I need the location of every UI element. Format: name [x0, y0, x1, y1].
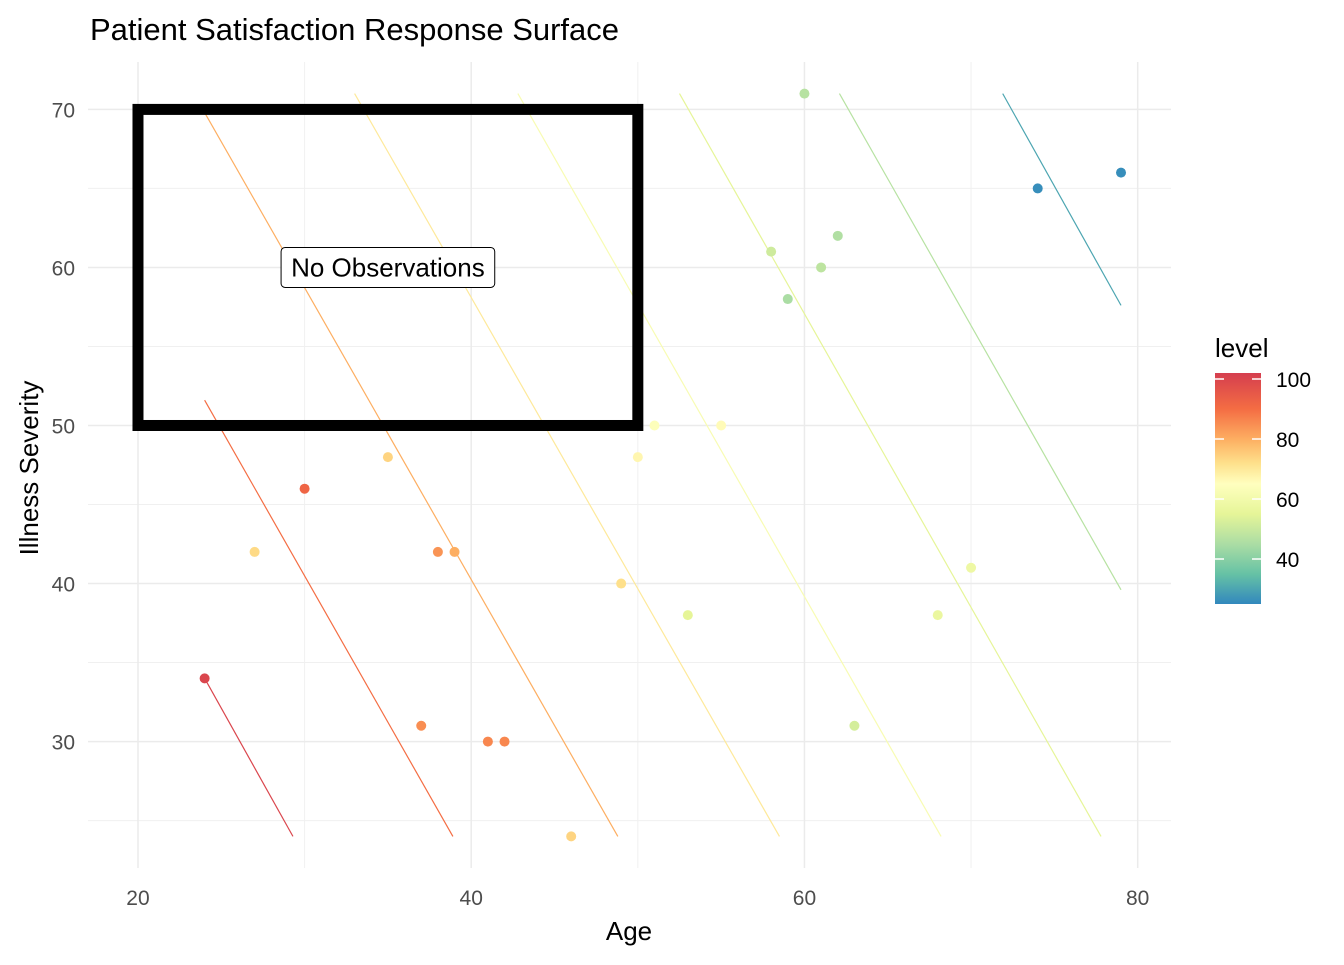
y-tick-label: 60: [52, 257, 75, 280]
data-point: [832, 230, 843, 241]
contour-line: [838, 93, 1122, 591]
data-point: [299, 483, 310, 494]
no-observations-label-box: [280, 246, 496, 288]
contour-line: [517, 93, 942, 837]
x-tick-label: 20: [126, 887, 149, 910]
chart-title: Patient Satisfaction Response Surface: [90, 12, 619, 47]
data-point: [382, 452, 393, 463]
contour-line: [1002, 93, 1122, 306]
major-gridlines: [88, 62, 1171, 868]
y-tick-label: 70: [52, 99, 75, 122]
contour-line: [678, 93, 1102, 837]
color-legend: level 40 60 80 100: [1215, 333, 1311, 604]
legend-tick-label: 60: [1276, 489, 1299, 512]
data-points: [199, 88, 1127, 842]
y-tick-label: 30: [52, 732, 75, 755]
data-point: [616, 578, 627, 589]
data-point: [416, 720, 427, 731]
y-axis-label: Illness Severity: [14, 381, 44, 556]
x-tick-label: 60: [793, 887, 816, 910]
data-point: [649, 420, 660, 431]
contour-line: [354, 93, 780, 837]
data-point: [682, 610, 693, 621]
data-point: [249, 546, 260, 557]
annotations: No Observations: [132, 103, 644, 431]
data-point: [199, 673, 210, 684]
data-point: [632, 452, 643, 463]
legend-title: level: [1215, 333, 1268, 363]
legend-tick-label: 40: [1276, 549, 1299, 572]
legend-tick-label: 80: [1276, 429, 1299, 452]
data-point: [816, 262, 827, 273]
contour-line: [204, 399, 454, 837]
x-tick-label: 80: [1126, 887, 1149, 910]
data-point: [766, 246, 777, 257]
data-point: [716, 420, 727, 431]
y-tick-label: 40: [52, 574, 75, 597]
x-tick-label: 40: [460, 887, 483, 910]
legend-tick-label: 100: [1276, 369, 1311, 392]
data-point: [1032, 183, 1043, 194]
data-point: [432, 546, 443, 557]
data-point: [1116, 167, 1127, 178]
contour-lines: [204, 93, 1122, 837]
data-point: [966, 562, 977, 573]
data-point: [499, 736, 510, 747]
contour-line: [204, 112, 619, 837]
y-axis-tick-labels: 30 40 50 60 70: [52, 99, 75, 754]
data-point: [849, 720, 860, 731]
data-point: [932, 610, 943, 621]
x-axis-label: Age: [606, 916, 652, 946]
minor-gridlines: [88, 62, 1171, 868]
no-observations-region: [132, 103, 644, 431]
legend-ticks: 40 60 80 100: [1215, 369, 1311, 572]
data-point: [449, 546, 460, 557]
data-point: [566, 831, 577, 842]
y-tick-label: 50: [52, 415, 75, 438]
x-axis-tick-labels: 20 40 60 80: [126, 887, 1149, 910]
contour-line: [204, 678, 294, 837]
legend-colorbar: [1215, 373, 1261, 604]
data-point: [799, 88, 810, 99]
data-point: [782, 294, 793, 305]
data-point: [482, 736, 493, 747]
no-observations-label: No Observations: [291, 252, 485, 282]
